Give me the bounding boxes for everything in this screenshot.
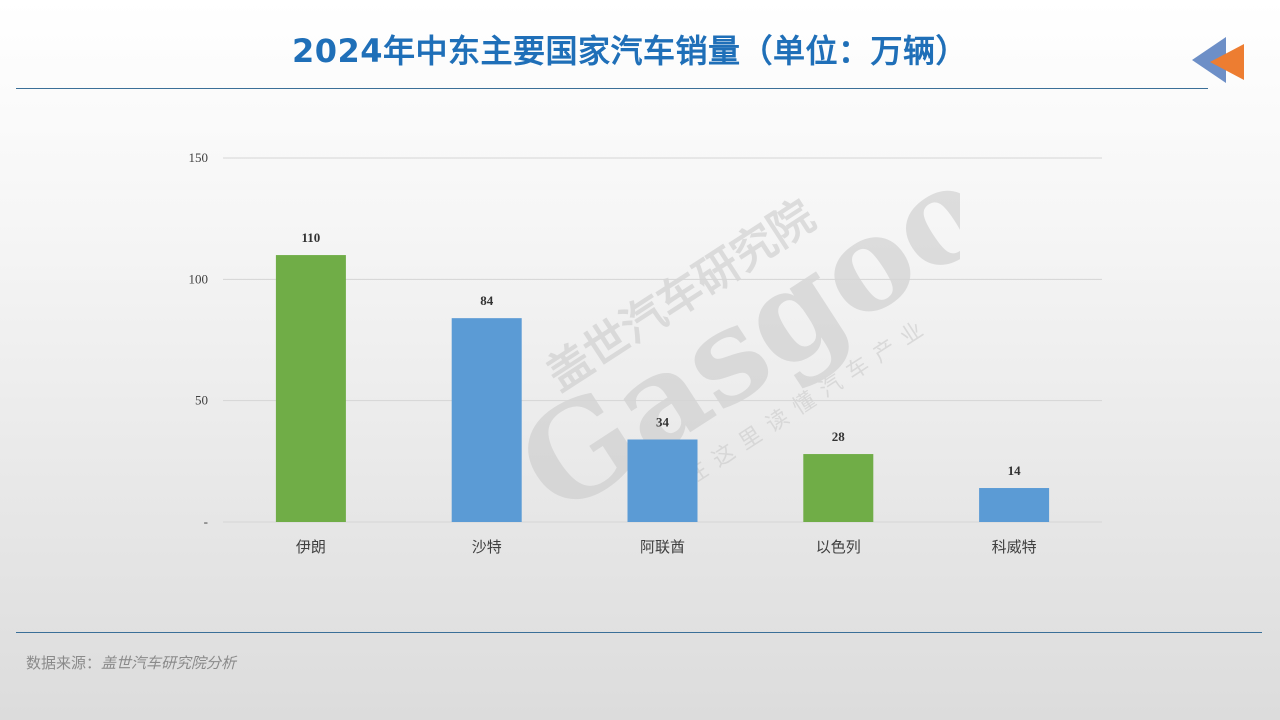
data-source: 数据来源：盖世汽车研究院分析 [26,652,236,673]
bar [627,439,698,522]
y-tick-label: 150 [189,150,209,165]
data-label: 28 [832,429,846,444]
bar [979,488,1050,522]
source-value: 盖世汽车研究院分析 [101,654,237,672]
data-label: 14 [1008,463,1022,478]
x-category-label: 科威特 [992,538,1037,556]
bar [451,318,522,522]
x-category-label: 以色列 [816,538,861,556]
bar [803,454,874,522]
source-label: 数据来源： [26,654,102,672]
back-arrow-icon[interactable] [1190,36,1248,86]
y-tick-label: 50 [195,393,208,408]
page-title: 2024年中东主要国家汽车销量（单位：万辆） [291,32,969,70]
footer-divider [16,632,1262,633]
x-category-label: 伊朗 [296,538,326,556]
x-category-label: 阿联酋 [640,538,685,556]
data-label: 34 [656,414,670,429]
y-tick-label: 100 [189,271,209,286]
title-divider [16,88,1208,89]
x-category-label: 沙特 [472,538,502,556]
y-tick-label: - [204,514,208,529]
data-label: 110 [302,230,321,245]
bar [275,255,346,523]
data-label: 84 [480,293,494,308]
